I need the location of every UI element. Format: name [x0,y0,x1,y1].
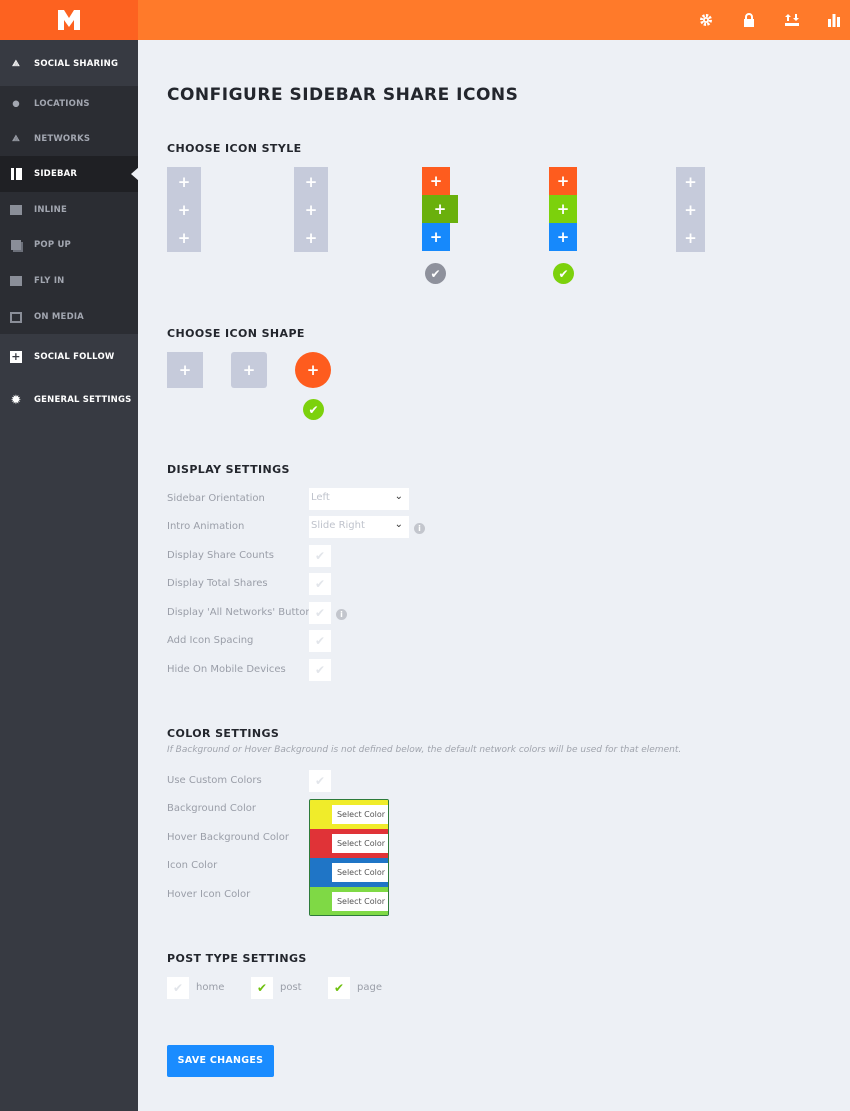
label: FLY IN [34,276,65,286]
select-color-button[interactable]: Select Color [332,805,388,824]
chevron-down-icon: ⌄ [394,491,403,502]
chevron-down-icon: ⌄ [394,519,403,530]
label-display-total-shares: Display Total Shares [167,578,268,589]
shape-circle[interactable]: + [295,352,331,388]
label: INLINE [34,205,67,215]
label-intro-animation: Intro Animation [167,521,245,532]
display-settings-heading: DISPLAY SETTINGS [167,463,290,476]
icon-style-option-4[interactable]: + + + [549,167,579,252]
sidebar-item-sidebar[interactable]: SIDEBAR [0,164,138,184]
display-total-shares-checkbox[interactable]: ✔ [309,573,331,595]
map-pin-icon: ● [12,99,20,109]
import-export-icon[interactable] [784,12,800,28]
plus-square-icon: + [10,350,22,363]
label-hover-background-color: Hover Background Color [167,832,289,843]
selected-check-icon: ✔ [303,399,324,420]
label-all-networks-button: Display 'All Networks' Button [167,607,312,618]
select-color-button[interactable]: Select Color [332,892,388,911]
hide-on-mobile-checkbox[interactable]: ✔ [309,659,331,681]
post-type-heading: POST TYPE SETTINGS [167,952,307,965]
sidebar-item-social-sharing[interactable]: ⟁ SOCIAL SHARING [0,54,138,74]
post-checkbox[interactable]: ✔ [251,977,273,999]
label: GENERAL SETTINGS [34,395,132,405]
intro-animation-select[interactable]: Slide Right ⌄ [309,516,409,538]
label-home: home [196,982,225,993]
all-networks-button-checkbox[interactable]: ✔ [309,602,331,624]
select-color-button[interactable]: Select Color [332,863,388,882]
label: SOCIAL FOLLOW [34,352,115,362]
sidebar-item-fly-in[interactable]: FLY IN [0,271,138,291]
info-icon[interactable]: i [336,609,347,620]
color-pickers: Select Color Select Color Select Color S… [309,799,389,916]
label-background-color: Background Color [167,803,256,814]
icon-color-picker[interactable]: Select Color [310,858,388,887]
label: LOCATIONS [34,99,90,109]
sidebar-item-locations[interactable]: ● LOCATIONS [0,94,138,114]
icon-style-option-2[interactable]: + + + [294,167,328,252]
label-hide-on-mobile: Hide On Mobile Devices [167,664,286,675]
add-icon-spacing-checkbox[interactable]: ✔ [309,630,331,652]
label-add-icon-spacing: Add Icon Spacing [167,635,254,646]
hover-background-color-picker[interactable]: Select Color [310,829,388,858]
inline-icon [10,204,22,216]
icon-style-heading: CHOOSE ICON STYLE [167,142,302,155]
page-checkbox[interactable]: ✔ [328,977,350,999]
label-post: post [280,982,302,993]
selected-value: Slide Right [311,520,365,531]
lock-icon[interactable] [741,12,757,28]
active-pointer [131,167,139,181]
share-icon: ⟁ [12,134,20,144]
label: SIDEBAR [34,169,78,179]
popup-icon [10,239,22,251]
sidebar-item-inline[interactable]: INLINE [0,200,138,220]
use-custom-colors-checkbox[interactable]: ✔ [309,770,331,792]
image-icon [10,311,22,323]
label: POP UP [34,240,71,250]
label-sidebar-orientation: Sidebar Orientation [167,493,265,504]
icon-style-option-1[interactable]: + + + [167,167,201,252]
label-use-custom-colors: Use Custom Colors [167,775,262,786]
share-icon: ⟁ [12,59,20,69]
sidebar-item-on-media[interactable]: ON MEDIA [0,307,138,327]
label: ON MEDIA [34,312,84,322]
page-title: CONFIGURE SIDEBAR SHARE ICONS [167,85,519,105]
icon-style-option-5[interactable]: + + + [676,167,705,252]
label: NETWORKS [34,134,91,144]
selected-check-icon: ✔ [553,263,574,284]
sidebar-item-pop-up[interactable]: POP UP [0,235,138,255]
display-share-counts-checkbox[interactable]: ✔ [309,545,331,567]
save-changes-button[interactable]: SAVE CHANGES [167,1045,274,1077]
stats-icon[interactable] [826,12,842,28]
label-icon-color: Icon Color [167,860,218,871]
sidebar-item-social-follow[interactable]: + SOCIAL FOLLOW [0,347,138,367]
selected-value: Left [311,492,330,503]
sidebar-item-networks[interactable]: ⟁ NETWORKS [0,129,138,149]
active-item-bg [0,156,138,192]
gear-icon[interactable] [698,12,714,28]
home-checkbox[interactable]: ✔ [167,977,189,999]
select-color-button[interactable]: Select Color [332,834,388,853]
submenu-bg [0,86,138,334]
label-hover-icon-color: Hover Icon Color [167,889,251,900]
color-settings-heading: COLOR SETTINGS [167,727,280,740]
info-icon[interactable]: i [414,523,425,534]
shape-square[interactable]: + [167,352,203,388]
label-display-share-counts: Display Share Counts [167,550,274,561]
icon-style-option-3[interactable]: + + + [421,167,459,252]
label: SOCIAL SHARING [34,59,119,69]
gear-icon: ✹ [10,392,22,408]
label-page: page [357,982,382,993]
m-logo-icon [58,10,80,30]
flyin-icon [10,275,22,287]
hover-icon-color-picker[interactable]: Select Color [310,887,388,915]
unselected-check-icon: ✔ [425,263,446,284]
sidebar-icon [10,168,22,180]
logo[interactable] [0,0,138,40]
sidebar-item-general-settings[interactable]: ✹ GENERAL SETTINGS [0,390,138,410]
shape-rounded[interactable]: + [231,352,267,388]
color-settings-note: If Background or Hover Background is not… [167,745,682,755]
icon-shape-heading: CHOOSE ICON SHAPE [167,327,305,340]
sidebar-orientation-select[interactable]: Left ⌄ [309,488,409,510]
background-color-picker[interactable]: Select Color [310,800,388,829]
